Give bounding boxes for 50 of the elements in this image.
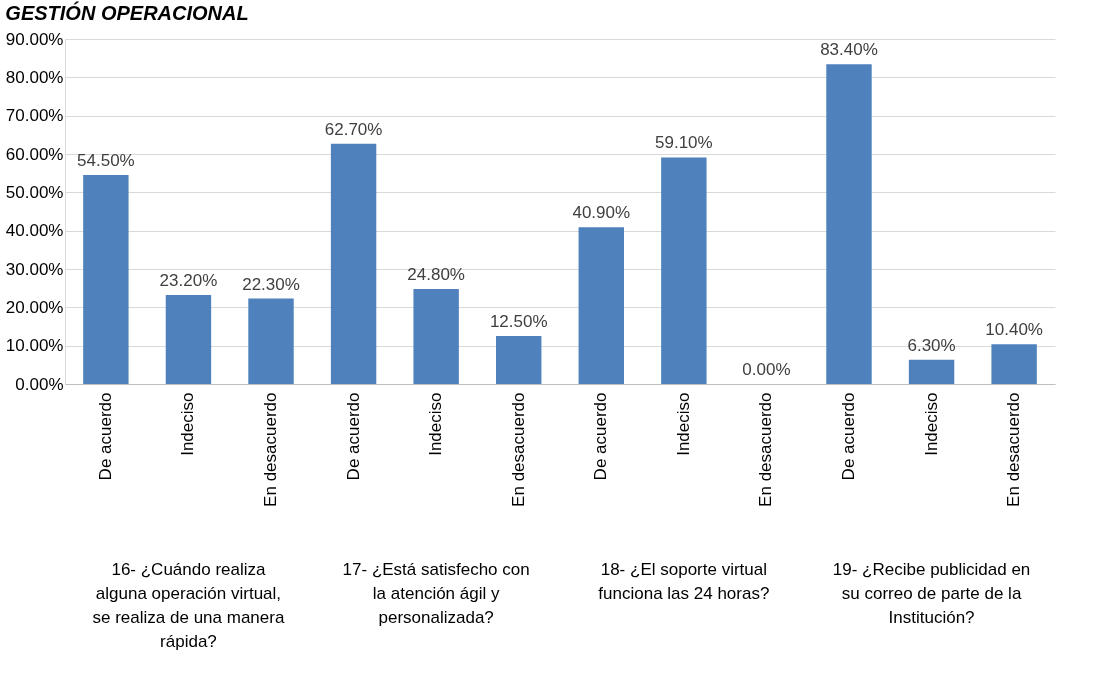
x-tick-label: En desacuerdo — [1004, 392, 1024, 507]
bar — [578, 227, 624, 384]
text: 54.50% — [77, 151, 135, 171]
bar — [83, 175, 129, 384]
text: 62.70% — [324, 119, 383, 139]
text: 24.80% — [407, 264, 465, 284]
text: 17- ¿Está satisfecho con la atención ágil y personalizada? — [342, 560, 530, 627]
y-tick-label: 60.00% — [5, 144, 64, 164]
bar — [165, 295, 212, 384]
text: 40.90% — [572, 203, 631, 223]
bar — [826, 64, 872, 384]
x-tick-label: Indeciso — [673, 392, 693, 456]
bar — [413, 288, 459, 384]
x-tick-label: Indeciso — [178, 392, 198, 456]
bar — [661, 157, 707, 384]
chart-title: GESTIÓN OPERACIONAL — [5, 1, 249, 24]
text: 0.00% — [742, 360, 791, 379]
y-tick-label: 90.00% — [5, 29, 64, 49]
x-tick-label: Indeciso — [426, 392, 446, 456]
text: 16- ¿Cuándo realiza alguna operación virtual, se realiza de una manera rápida? — [92, 560, 285, 651]
text: 59.10% — [655, 133, 713, 153]
text: 10.40% — [985, 320, 1043, 340]
text: 22.30% — [242, 274, 300, 294]
text: 18- ¿El soporte virtual funciona las 24 horas? — [598, 560, 770, 603]
text: 19- ¿Recibe publicidad en su correo de parte de la Institución? — [832, 560, 1031, 627]
text: 23.20% — [159, 271, 218, 291]
text: 12.50% — [489, 312, 548, 332]
y-tick-label: 20.00% — [5, 297, 64, 317]
text: 6.30% — [907, 335, 956, 355]
x-tick-label: De acuerdo — [591, 392, 611, 481]
y-tick-label: 30.00% — [5, 259, 64, 279]
y-tick-label: 0.00% — [15, 374, 64, 394]
x-tick-label: En desacuerdo — [261, 392, 281, 507]
x-tick-label: De acuerdo — [95, 392, 115, 481]
text: 83.40% — [820, 40, 878, 60]
x-tick-label: Indeciso — [921, 392, 941, 456]
x-tick-label: En desacuerdo — [508, 392, 528, 507]
bar — [496, 336, 542, 384]
x-tick-label: De acuerdo — [343, 392, 363, 481]
y-tick-label: 50.00% — [5, 182, 64, 202]
y-tick-label: 10.00% — [5, 336, 64, 356]
bar — [991, 344, 1037, 384]
y-tick-label: 80.00% — [5, 67, 64, 87]
x-tick-label: En desacuerdo — [756, 392, 776, 507]
bar — [908, 359, 955, 384]
x-tick-label: De acuerdo — [838, 392, 858, 481]
y-tick-label: 70.00% — [5, 106, 64, 126]
bar — [330, 143, 377, 384]
y-tick-label: 40.00% — [5, 221, 64, 241]
bar — [248, 298, 294, 384]
